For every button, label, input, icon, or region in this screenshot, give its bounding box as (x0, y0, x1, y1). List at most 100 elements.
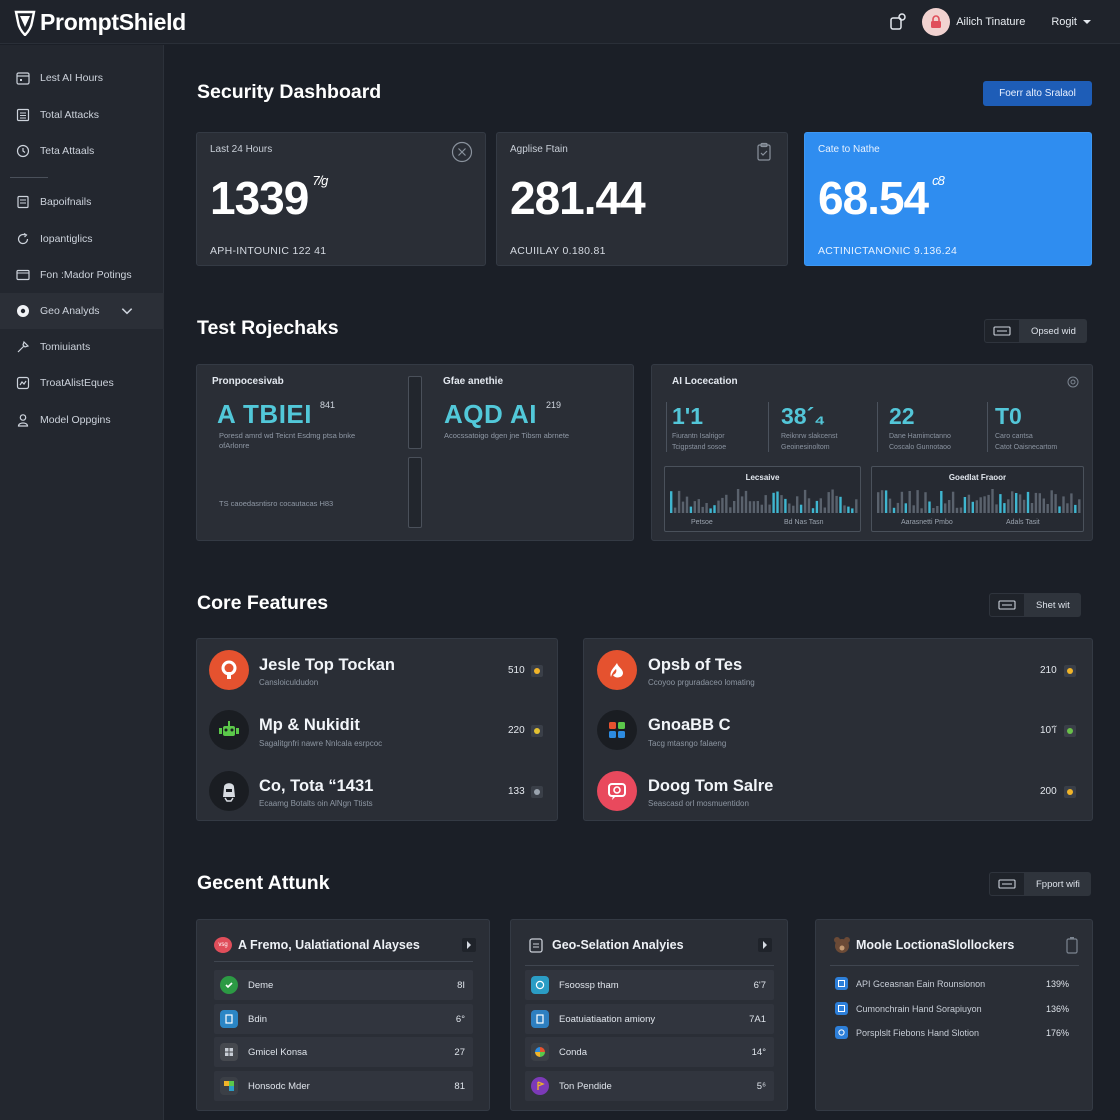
login-menu-button[interactable]: Rogit (1051, 16, 1092, 28)
metric-separator (877, 402, 878, 452)
bot-icon (209, 771, 249, 811)
scroll-handle[interactable] (408, 376, 422, 449)
scroll-handle[interactable] (408, 457, 422, 528)
ai-location-card: AI Locecation 1'1 Fiurantn Isalrigor Tcig… (651, 364, 1093, 541)
sparkline-bar (948, 500, 951, 513)
sidebar-item-geo-analysis[interactable]: Geo Analyds (0, 293, 164, 329)
stat-label: Last 24 Hours (210, 144, 273, 155)
desc-line: Geoinesinoltom (781, 444, 830, 451)
expand-button[interactable] (462, 938, 476, 952)
sidebar-item-teta-attacks[interactable]: Teta Attaals (0, 133, 164, 169)
sidebar-item-model-oppgins[interactable]: Model Oppgins (0, 402, 164, 438)
divider (830, 965, 1079, 966)
shield-lock-icon (209, 650, 249, 690)
section-title-test-projects: Test Rojechaks (197, 317, 339, 339)
location-metric-desc: Reiknrw slakcenst Geoinesinoltom (781, 431, 837, 453)
view-toggle-button[interactable] (984, 319, 1020, 343)
sparkline-bar (999, 494, 1002, 513)
feature-desc: Tacg mtasngo falaeng (648, 739, 727, 748)
list-item[interactable]: Deme 8I (214, 970, 473, 1000)
pinwheel-icon (531, 1043, 549, 1061)
recent-attack-toolbar: Fpport wifi (989, 872, 1091, 896)
feature-name[interactable]: Jesle Top Tockan (259, 656, 396, 674)
recent-attack-card-3: Moole LoctionaSlollockers API Gceasnan E… (815, 919, 1093, 1111)
list-view-icon (998, 600, 1016, 610)
sparkline-bar (1003, 503, 1006, 513)
card-title: A Fremo, Ualatiational Alayses (238, 938, 420, 952)
app-icon (835, 977, 848, 990)
logo[interactable]: PromptShield (14, 9, 186, 36)
sidebar-item-tomiuiants[interactable]: Tomiuiants (0, 329, 164, 365)
list-item[interactable]: API Gceasnan Eain Rounsionon (835, 977, 985, 990)
sparkline-bar (936, 506, 939, 513)
sidebar-item-iopantiglics[interactable]: Iopantiglics (0, 221, 164, 257)
sparkline-bar (955, 507, 959, 513)
list-item[interactable]: Bdin 6° (214, 1004, 473, 1034)
list-item[interactable]: Honsodc Mder 81 (214, 1071, 473, 1101)
stat-number: 1339 (210, 172, 309, 224)
list-item[interactable]: Conda 14° (525, 1037, 774, 1067)
sparkline-bar (1011, 491, 1014, 513)
sparkline-bar (843, 505, 846, 513)
sparkline-bar (1074, 504, 1077, 513)
sparkline-bar (1058, 506, 1061, 513)
export-button[interactable]: Fpport wifi (1025, 872, 1091, 896)
list-item[interactable]: Cumonchrain Hand Sorapiuyon (835, 1002, 982, 1015)
primary-action-button[interactable]: Foerr alto Sralaol (983, 81, 1092, 106)
row-value: 7A1 (749, 1013, 766, 1025)
row-value: 14° (751, 1046, 766, 1058)
user-name[interactable]: Ailich Tinature (956, 16, 1026, 28)
sidebar-item-total-attacks[interactable]: Total Attacks (0, 97, 164, 133)
sparkline-bar (721, 497, 724, 513)
view-toggle-button[interactable] (989, 593, 1025, 617)
sparkline-bar (1038, 493, 1041, 513)
sparkline-bar (744, 490, 748, 513)
row-value: 176% (1046, 1028, 1070, 1038)
feature-name[interactable]: GnoaBB C (648, 716, 731, 734)
notification-icon[interactable] (888, 12, 908, 32)
chevron-down-icon (1083, 20, 1091, 24)
row-label: Conda (559, 1046, 587, 1058)
feature-name[interactable]: Co, Tota “1431 (259, 777, 374, 795)
calendar-icon (16, 72, 30, 85)
features-card-right: Opsb of Tes Ccoyoo prguradaceo lomating … (583, 638, 1093, 821)
sparkline-bar (1034, 492, 1038, 513)
list-item[interactable]: Fsoossp tham 6'7 (525, 970, 774, 1000)
avatar[interactable] (922, 8, 951, 36)
expand-button[interactable] (758, 938, 772, 952)
mini-axis-label: Bd Nas Tasn (784, 519, 824, 526)
row-value: 27 (454, 1046, 465, 1058)
list-item[interactable]: Porsplslt Fiebons Hand Slotion (835, 1026, 979, 1039)
feature-name[interactable]: Doog Tom Salre (648, 777, 774, 795)
feature-name[interactable]: Mp & Nukidit (259, 716, 360, 734)
sort-button[interactable]: Shet wit (1025, 593, 1081, 617)
stat-unit: 7/g (312, 173, 328, 188)
card-title: Geo-Selation Analyies (552, 938, 684, 952)
search-icon[interactable] (1067, 376, 1079, 388)
user-icon (17, 414, 29, 427)
app-icon (220, 1077, 238, 1095)
sidebar-item-mador-potings[interactable]: Fon :Mador Potings (0, 257, 164, 293)
shield-logo-icon (14, 10, 36, 36)
sparkline-bar (689, 506, 693, 513)
close-circle-icon[interactable] (451, 141, 473, 163)
sparkline-bar (1026, 491, 1030, 513)
location-metric: 38´₄ (781, 403, 826, 429)
sidebar-item-last-hours[interactable]: Lest AI Hours (0, 60, 164, 96)
open-button[interactable]: Opsed wid (1020, 319, 1087, 343)
view-toggle-button[interactable] (989, 872, 1025, 896)
app-name: PromptShield (40, 9, 186, 35)
chevron-down-icon[interactable] (120, 304, 134, 318)
sidebar-item-threat-lists[interactable]: TroatAlistEques (0, 365, 164, 401)
list-item[interactable]: Eoatuiatiaation amiony 7A1 (525, 1004, 774, 1034)
tag-badge: vsg (214, 937, 232, 953)
clipboard-icon[interactable] (753, 141, 775, 163)
sidebar-item-label: Model Oppgins (40, 414, 111, 426)
sparkline-bar (788, 503, 791, 513)
list-item[interactable]: Gmicel Konsa 27 (214, 1037, 473, 1067)
feature-name[interactable]: Opsb of Tes (648, 656, 743, 674)
list-icon (16, 108, 30, 122)
sidebar-item-bapoifnails[interactable]: Bapoifnails (0, 184, 164, 220)
list-item[interactable]: Ton Pendide 5⁶ (525, 1071, 774, 1101)
sparkline-bar (888, 498, 892, 513)
